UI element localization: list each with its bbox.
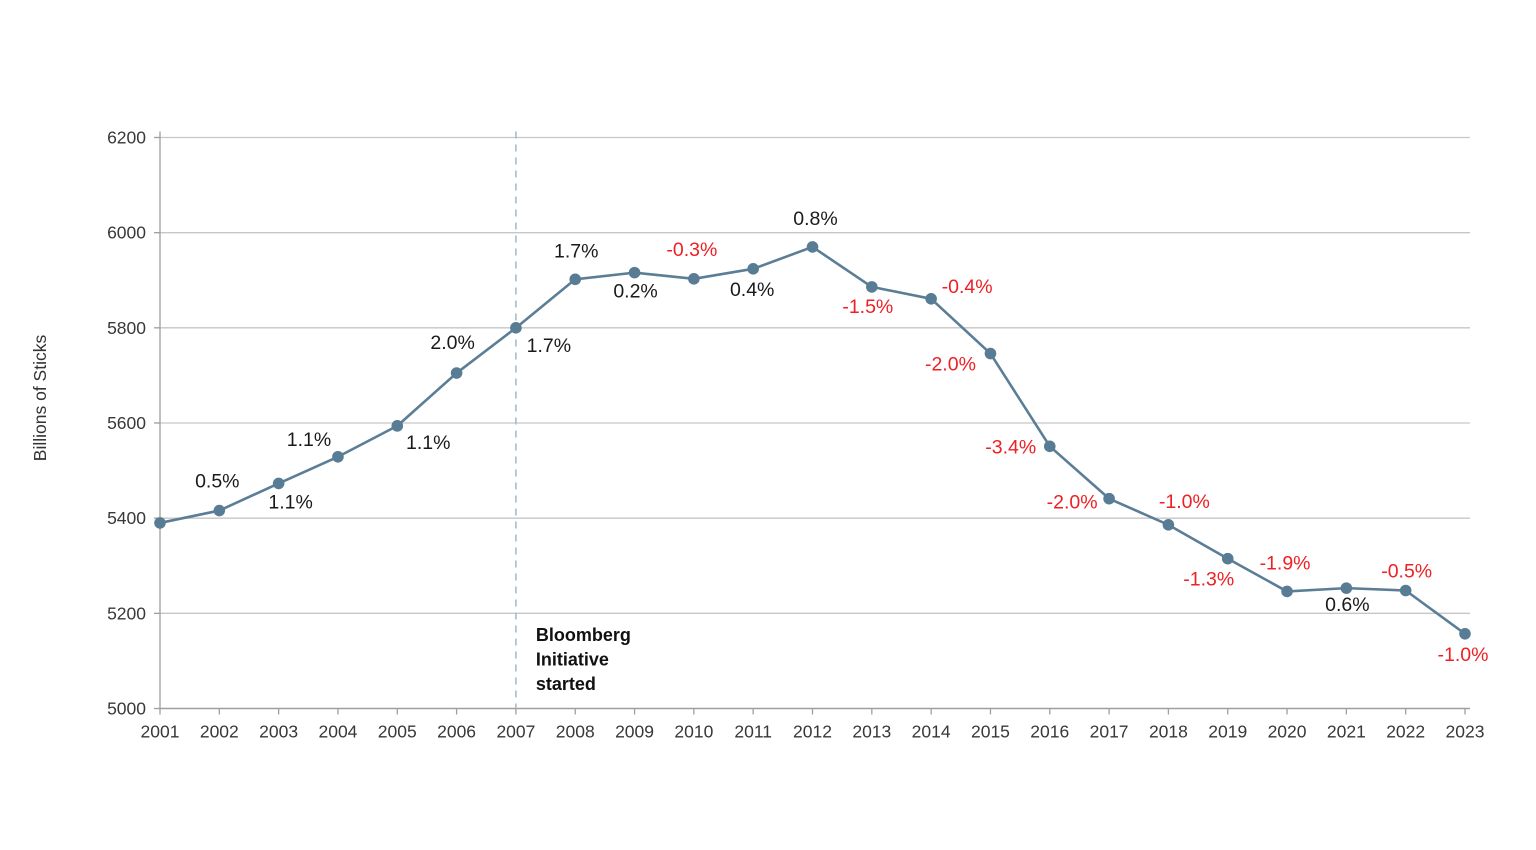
y-tick-label: 5600 xyxy=(107,413,146,433)
x-tick-label: 2013 xyxy=(852,722,891,742)
data-point-2019 xyxy=(1221,552,1234,565)
data-point-2010 xyxy=(688,273,700,285)
pct-label-2005: 1.1% xyxy=(406,432,450,454)
x-tick-label: 2016 xyxy=(1030,722,1069,742)
y-tick-label: 5000 xyxy=(107,699,146,719)
pct-label-2006: 2.0% xyxy=(430,332,474,354)
x-tick-label: 2022 xyxy=(1386,722,1425,742)
y-tick-label: 5400 xyxy=(107,508,146,528)
y-tick-label: 6000 xyxy=(107,223,146,243)
pct-label-2012: 0.8% xyxy=(793,208,837,230)
x-tick-label: 2005 xyxy=(378,722,417,742)
data-point-2003 xyxy=(272,477,285,490)
x-tick-label: 2014 xyxy=(912,722,951,742)
x-tick-label: 2006 xyxy=(437,722,476,742)
data-point-2023 xyxy=(1459,627,1471,640)
pct-label-2004: 1.1% xyxy=(287,429,331,451)
y-tick-label: 5200 xyxy=(107,603,146,623)
x-tick-label: 2018 xyxy=(1149,722,1188,742)
data-point-2007 xyxy=(510,322,522,334)
x-tick-label: 2004 xyxy=(318,722,357,742)
x-tick-label: 2021 xyxy=(1327,722,1366,742)
data-point-2015 xyxy=(984,347,997,360)
data-point-2013 xyxy=(866,281,878,293)
pct-label-2008: 1.7% xyxy=(554,240,598,262)
x-tick-label: 2009 xyxy=(615,722,654,742)
trend-line xyxy=(158,245,1467,636)
data-point-2002 xyxy=(213,504,226,517)
bloomberg-initiative-annotation-line: Bloomberg xyxy=(536,625,631,645)
data-point-2020 xyxy=(1281,585,1293,598)
pct-label-2018: -1.0% xyxy=(1159,491,1210,513)
pct-label-2009: 0.2% xyxy=(613,281,657,303)
x-tick-label: 2012 xyxy=(793,722,832,742)
x-tick-label: 2008 xyxy=(556,722,595,742)
y-tick-label: 5800 xyxy=(107,318,146,338)
pct-label-2003: 1.1% xyxy=(268,491,312,513)
x-tick-label: 2015 xyxy=(971,722,1010,742)
pct-label-2010: -0.3% xyxy=(666,239,717,261)
pct-label-2023: -1.0% xyxy=(1438,644,1489,666)
pct-label-2017: -2.0% xyxy=(1047,492,1098,514)
pct-label-2016: -3.4% xyxy=(985,436,1036,458)
pct-label-2013: -1.5% xyxy=(842,296,893,318)
y-tick-label: 6200 xyxy=(107,128,146,148)
data-point-2012 xyxy=(806,241,819,253)
pct-label-2002: 0.5% xyxy=(195,471,239,493)
x-tick-label: 2002 xyxy=(200,722,239,742)
data-point-2008 xyxy=(569,273,582,286)
y-axis-title: Billions of Sticks xyxy=(30,335,50,462)
x-tick-label: 2011 xyxy=(734,722,772,742)
data-point-2005 xyxy=(391,420,404,432)
x-tick-label: 2017 xyxy=(1090,722,1129,742)
x-tick-label: 2023 xyxy=(1446,722,1485,742)
x-tick-label: 2010 xyxy=(674,722,713,742)
data-point-2014 xyxy=(925,293,937,305)
pct-label-2007: 1.7% xyxy=(527,335,571,357)
pct-label-2019: -1.3% xyxy=(1183,569,1234,591)
x-tick-label: 2001 xyxy=(141,722,180,742)
data-point-2018 xyxy=(1162,519,1175,531)
pct-label-2021: 0.6% xyxy=(1325,594,1369,616)
x-tick-label: 2020 xyxy=(1268,722,1307,742)
bloomberg-initiative-annotation-line: started xyxy=(536,674,596,694)
data-point-2021 xyxy=(1340,582,1353,594)
pct-label-2020: -1.9% xyxy=(1260,552,1311,574)
data-point-2006 xyxy=(450,367,463,379)
data-point-2004 xyxy=(332,450,344,463)
data-point-2017 xyxy=(1103,492,1115,505)
x-tick-label: 2003 xyxy=(259,722,298,742)
pct-label-2015: -2.0% xyxy=(925,354,976,376)
data-point-2011 xyxy=(747,263,759,275)
pct-label-2022: -0.5% xyxy=(1381,560,1432,582)
data-point-2009 xyxy=(628,266,641,279)
x-tick-label: 2007 xyxy=(496,722,535,742)
data-point-2016 xyxy=(1043,440,1056,453)
data-point-2022 xyxy=(1399,584,1412,597)
x-tick-label: 2019 xyxy=(1208,722,1247,742)
data-point-2001 xyxy=(154,517,166,529)
bloomberg-initiative-annotation-line: Initiative xyxy=(536,650,609,670)
pct-label-2011: 0.4% xyxy=(730,279,774,301)
pct-label-2014: -0.4% xyxy=(942,276,993,298)
